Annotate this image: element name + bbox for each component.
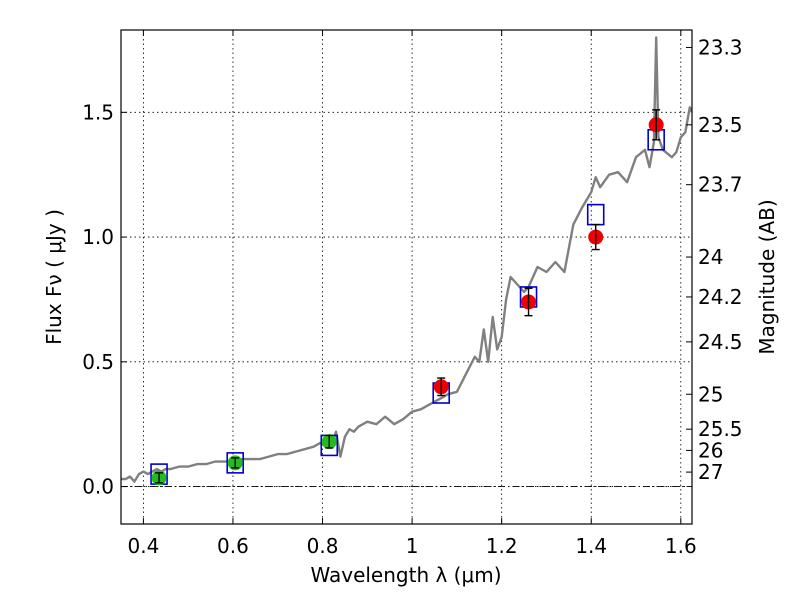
plot-frame: [120, 29, 693, 525]
x-tick-label: 1.4: [575, 534, 607, 558]
mag-tick-label: 23.7: [698, 173, 743, 197]
mag-tick-label: 27: [698, 460, 723, 484]
x-tick-label: 0.8: [307, 534, 339, 558]
y-tick-label: 1.5: [82, 100, 114, 124]
mag-tick-label: 25.5: [698, 417, 743, 441]
mag-tick-label: 24.5: [698, 330, 743, 354]
mag-tick-label: 25: [698, 382, 723, 406]
x-axis-label: Wavelength λ (μm): [310, 563, 501, 587]
x-tick-label: 1: [406, 534, 419, 558]
grid: [121, 30, 692, 524]
x-tick-label: 0.6: [217, 534, 249, 558]
y-tick-label: 0.5: [82, 350, 114, 374]
y-tick-label: 1.0: [82, 225, 114, 249]
mag-tick-label: 23.3: [698, 35, 743, 59]
mag-tick-label: 23.5: [698, 113, 743, 137]
synthetic-photometry-box: [226, 452, 244, 474]
x-tick-label: 0.4: [127, 534, 159, 558]
ticks: 0.4 0.6 0.8 1 1.2 1.4 1.6 0.0 0.5 1.0 1.5 23.3 23.5 2…: [82, 30, 743, 558]
model-spectrum-line: [121, 36, 692, 483]
y-axis-label: Flux Fν ( μJy ): [42, 209, 66, 345]
x-tick-label: 1.2: [486, 534, 518, 558]
x-tick-label: 1.6: [665, 534, 697, 558]
series-layer: [121, 36, 692, 486]
mag-tick-label: 24: [698, 245, 723, 269]
synthetic-photometry-box: [586, 203, 605, 226]
y-tick-label: 0.0: [82, 475, 114, 499]
y2-axis-label: Magnitude (AB): [755, 199, 779, 354]
mag-tick-label: 26: [698, 438, 723, 462]
mag-tick-label: 24.2: [698, 285, 743, 309]
